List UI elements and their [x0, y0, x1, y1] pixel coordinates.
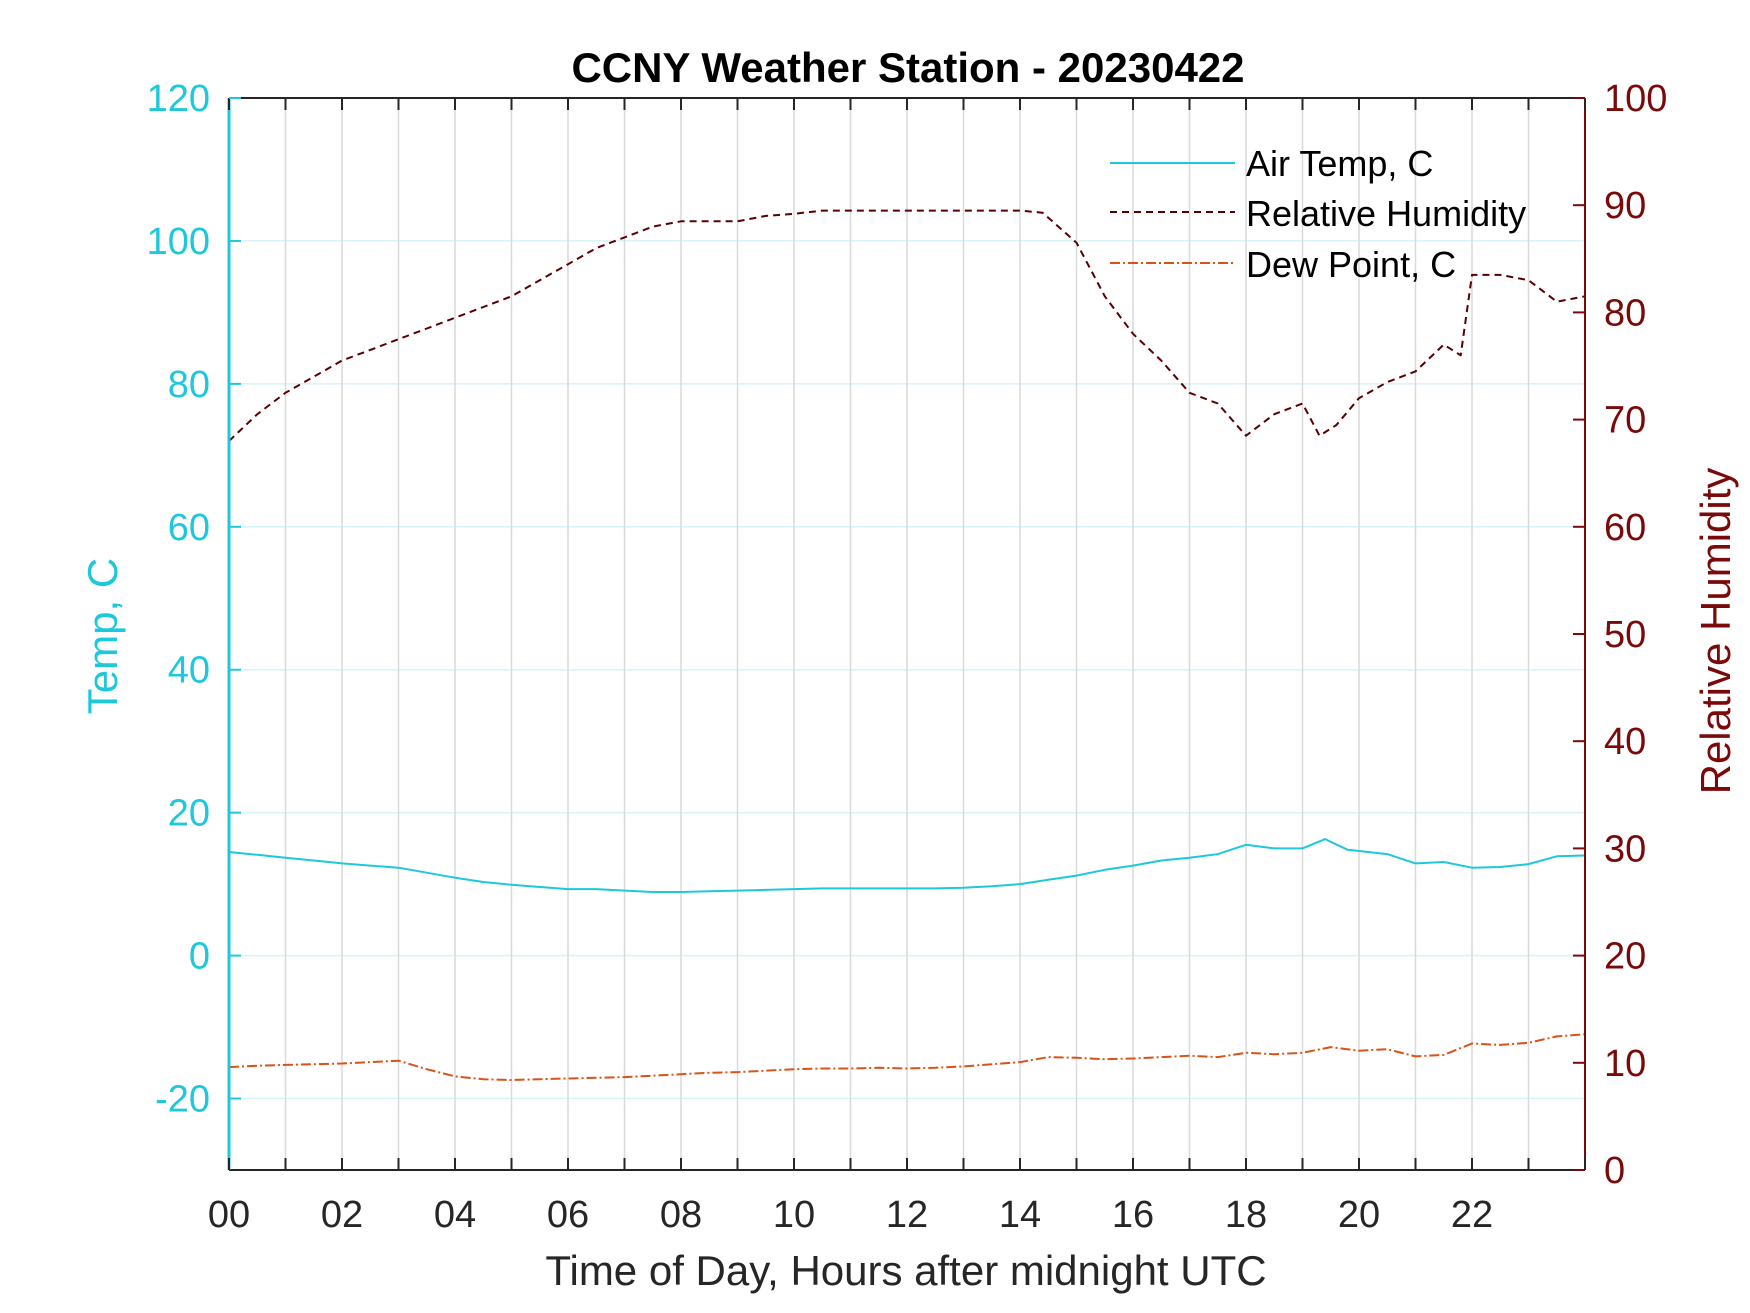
x-tick-label: 06 — [547, 1194, 589, 1236]
y-tick-label-right: 20 — [1604, 936, 1646, 978]
y-tick-label-right: 0 — [1604, 1150, 1625, 1192]
x-tick-label: 12 — [886, 1194, 928, 1236]
series-line-relative-humidity — [228, 209, 1586, 442]
y-tick-label-left: 0 — [189, 936, 210, 978]
y-tick-label-right: 70 — [1604, 400, 1646, 442]
legend-label-relative-humidity: Relative Humidity — [1246, 193, 1526, 234]
legend-label-air-temp: Air Temp, C — [1246, 143, 1433, 184]
y-tick-label-right: 10 — [1604, 1043, 1646, 1085]
x-tick-label: 20 — [1338, 1194, 1380, 1236]
y-tick-label-right: 90 — [1604, 185, 1646, 227]
series-line-air-temp-c — [228, 838, 1586, 893]
legend-label-dew-point: Dew Point, C — [1246, 244, 1456, 285]
series-line-dew-point-c — [228, 1033, 1586, 1081]
y-tick-label-left: -20 — [155, 1079, 210, 1121]
x-tick-label: 18 — [1225, 1194, 1267, 1236]
x-tick-label: 08 — [660, 1194, 702, 1236]
y-axis-label-left: Temp, C — [79, 558, 126, 714]
y-tick-label-right: 100 — [1604, 78, 1667, 120]
y-tick-label-right: 30 — [1604, 828, 1646, 870]
series-lines — [228, 209, 1586, 1081]
x-tick-label: 10 — [773, 1194, 815, 1236]
y-tick-label-left: 80 — [168, 364, 210, 406]
y-axis-label-right: Relative Humidity — [1692, 468, 1739, 795]
y-tick-label-right: 60 — [1604, 507, 1646, 549]
x-tick-label: 14 — [999, 1194, 1041, 1236]
y-tick-label-left: 40 — [168, 650, 210, 692]
y-tick-label-left: 20 — [168, 793, 210, 835]
y-tick-label-right: 80 — [1604, 292, 1646, 334]
x-tick-label: 04 — [434, 1194, 476, 1236]
y-tick-label-left: 120 — [147, 78, 210, 120]
y-tick-label-left: 60 — [168, 507, 210, 549]
y-tick-label-left: 100 — [147, 221, 210, 263]
x-tick-label: 22 — [1451, 1194, 1493, 1236]
chart-title: CCNY Weather Station - 20230422 — [571, 44, 1244, 91]
y-tick-label-right: 40 — [1604, 721, 1646, 763]
axis-ticks: 00 02 04 06 08 10 12 14 16 18 20 22-200204060801001… — [147, 78, 1668, 1236]
x-tick-label: 02 — [321, 1194, 363, 1236]
y-tick-label-right: 50 — [1604, 614, 1646, 656]
legend: Air Temp, C Relative Humidity Dew Point,… — [1110, 143, 1526, 285]
x-tick-label: 16 — [1112, 1194, 1154, 1236]
x-axis-label: Time of Day, Hours after midnight UTC — [545, 1247, 1266, 1294]
grid — [229, 98, 1585, 1170]
x-tick-label: 00 — [208, 1194, 250, 1236]
